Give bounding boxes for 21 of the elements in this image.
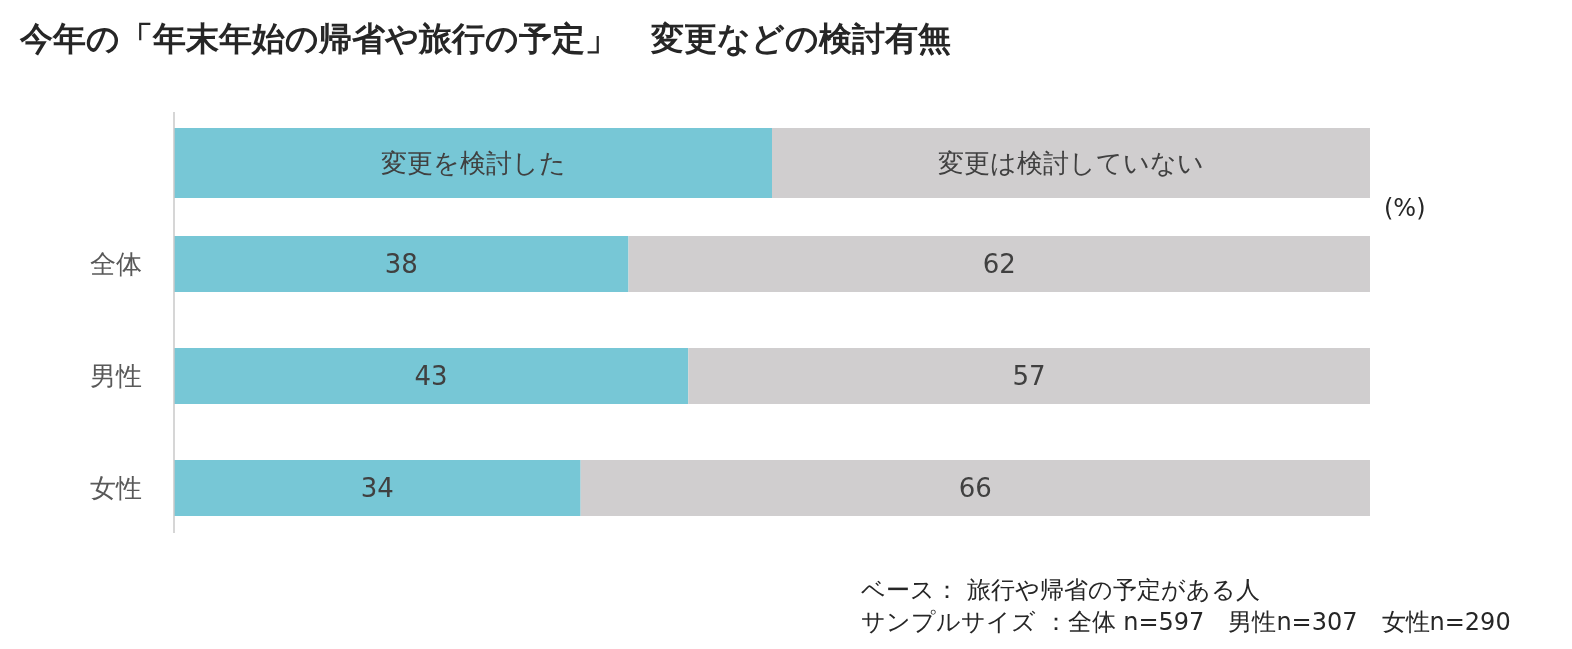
text: 変更は検討していない — [938, 148, 1204, 179]
data-label: 57 — [1012, 361, 1046, 392]
bar — [580, 460, 1370, 516]
bar — [174, 236, 629, 292]
chart-title: 今年の「年末年始の帰省や旅行の予定」 変更などの検討有無 — [19, 19, 951, 58]
data-label: 38 — [384, 249, 418, 280]
data-label: 66 — [958, 473, 992, 504]
bar — [628, 236, 1370, 292]
annotation: ベース： 旅行や帰省の予定がある人 — [861, 576, 1260, 604]
bar — [174, 460, 581, 516]
text: 変更を検討した — [380, 148, 566, 179]
y-tick-label: 男性 — [90, 361, 142, 392]
data-label: 34 — [360, 473, 394, 504]
y-tick-label: 女性 — [90, 473, 142, 504]
y-tick-label: 全体 — [90, 249, 142, 280]
data-label: 62 — [982, 249, 1016, 280]
data-label: 43 — [414, 361, 448, 392]
bar — [174, 348, 689, 404]
text: (%) — [1384, 194, 1426, 222]
bar — [688, 348, 1370, 404]
text: サンプルサイズ ：全体 n=597 男性n=307 女性n=290 — [861, 608, 1511, 636]
